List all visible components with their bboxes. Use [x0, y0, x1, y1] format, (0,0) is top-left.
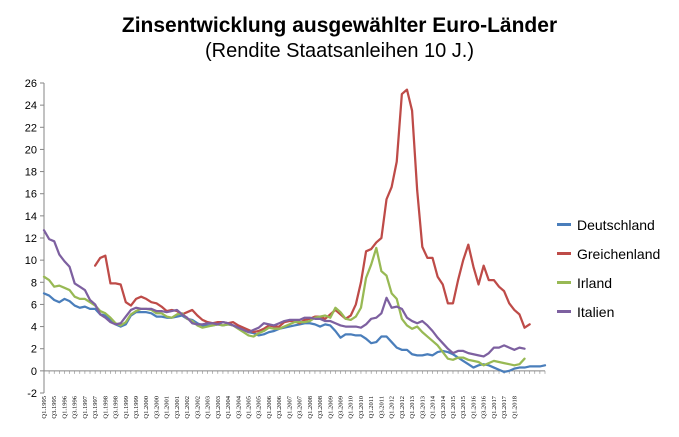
- x-tick-labels: Q1.1995 Q3.1995 Q1.1996 Q3.1996 Q1.1997 Q3.19…: [41, 395, 518, 418]
- legend-swatch: [557, 281, 571, 284]
- x-tick-label: Q1.2009: [327, 396, 334, 419]
- x-tick-label: Q3.2007: [297, 395, 304, 418]
- x-tick-label: Q3.1998: [113, 396, 120, 419]
- series-line-greichenland: [93, 88, 531, 334]
- y-tick-label: -2: [27, 388, 37, 400]
- legend-item-deutschland: Deutschland: [557, 210, 679, 239]
- x-tick-label: Q3.2009: [338, 396, 345, 419]
- y-tick-label: 18: [25, 167, 37, 179]
- x-tick-label: Q1.2006: [266, 395, 273, 418]
- legend-label: Greichenland: [577, 245, 661, 262]
- x-tick-label: Q3.2012: [399, 396, 406, 419]
- x-tick-label: Q1.2005: [245, 396, 252, 419]
- y-tick-label: 26: [25, 78, 37, 90]
- x-tick-label: Q3.2001: [174, 396, 181, 419]
- x-tick-label: Q1.1999: [123, 396, 130, 419]
- y-tick-label: 12: [25, 233, 37, 245]
- x-tick-label: Q3.2004: [235, 395, 242, 418]
- x-tick-label: Q1.2000: [143, 396, 150, 419]
- x-tick-label: Q1.2007: [286, 395, 293, 418]
- x-tick-label: Q1.2010: [348, 396, 355, 419]
- series-line-irland: [42, 246, 526, 367]
- x-tick-label: Q3.2015: [460, 396, 467, 419]
- y-tick-label: 14: [25, 211, 37, 223]
- x-tick-label: Q1.2011: [368, 396, 375, 418]
- legend-label: Italien: [577, 303, 615, 320]
- x-tick-label: Q1.2015: [450, 396, 457, 419]
- x-tick-label: Q1.1996: [61, 395, 68, 418]
- x-tick-label: Q3.2016: [481, 395, 488, 418]
- x-tick-label: Q3.2003: [215, 396, 222, 419]
- y-tick-label: 10: [25, 255, 37, 267]
- x-tick-label: Q1.1998: [102, 396, 109, 419]
- legend-swatch: [557, 223, 571, 226]
- x-tick-label: Q3.1995: [51, 396, 58, 419]
- chart-title: Zinsentwicklung ausgewählter Euro-Länder: [121, 14, 558, 37]
- series-lines: [42, 88, 547, 374]
- y-tick-label: 22: [25, 122, 37, 134]
- x-tick-label: Q1.2014: [430, 395, 437, 418]
- x-tick-label: Q3.2000: [153, 396, 160, 419]
- legend-item-greichenland: Greichenland: [557, 239, 679, 268]
- x-tick-label: Q1.2001: [164, 396, 171, 419]
- legend-swatch: [557, 252, 571, 255]
- x-tick-label: Q1.2012: [389, 396, 396, 419]
- y-tick-label: 4: [31, 322, 37, 334]
- legend-label: Irland: [577, 274, 613, 291]
- axes: [40, 82, 546, 394]
- x-tick-label: Q1.2008: [307, 396, 314, 419]
- y-tick-label: 2: [31, 344, 37, 356]
- x-tick-label: Q3.2006: [276, 395, 283, 418]
- y-tick-label: 0: [31, 366, 37, 378]
- x-tick-label: Q1.1995: [41, 396, 48, 419]
- legend-item-irland: Irland: [557, 268, 679, 297]
- legend: Deutschland Greichenland Irland Italien: [557, 210, 679, 326]
- x-tick-label: Q3.2005: [256, 396, 263, 419]
- x-tick-label: Q1.2002: [184, 396, 191, 419]
- legend-item-italien: Italien: [557, 297, 679, 326]
- x-tick-label: Q1.2017: [491, 395, 498, 418]
- x-tick-label: Q3.2011: [378, 396, 385, 418]
- x-tick-label: Q3.1997: [92, 395, 99, 418]
- y-tick-label: 20: [25, 144, 37, 156]
- chart-subtitle: (Rendite Staatsanleihen 10 J.): [204, 40, 475, 62]
- x-tick-label: Q1.2003: [205, 396, 212, 419]
- x-tick-label: Q1.2013: [409, 396, 416, 419]
- y-tick-label: 16: [25, 189, 37, 201]
- x-tick-label: Q3.1996: [72, 395, 79, 418]
- x-tick-label: Q3.2013: [419, 396, 426, 419]
- x-tick-label: Q3.2010: [358, 396, 365, 419]
- x-tick-label: Q3.2008: [317, 396, 324, 419]
- x-tick-label: Q1.2016: [470, 395, 477, 418]
- x-tick-label: Q1.2018: [511, 396, 518, 419]
- x-tick-label: Q1.1997: [82, 395, 89, 418]
- x-tick-label: Q3.1999: [133, 396, 140, 419]
- x-tick-label: Q3.2017: [501, 395, 508, 418]
- legend-label: Deutschland: [577, 216, 655, 233]
- x-tick-label: Q3.2002: [194, 396, 201, 419]
- legend-swatch: [557, 310, 571, 313]
- x-tick-label: Q1.2004: [225, 395, 232, 418]
- y-tick-label: 8: [31, 277, 37, 289]
- x-tick-label: Q3.2014: [440, 395, 447, 418]
- y-tick-label: 6: [31, 299, 37, 311]
- y-tick-label: 24: [25, 100, 37, 112]
- series-line-italien: [42, 229, 526, 358]
